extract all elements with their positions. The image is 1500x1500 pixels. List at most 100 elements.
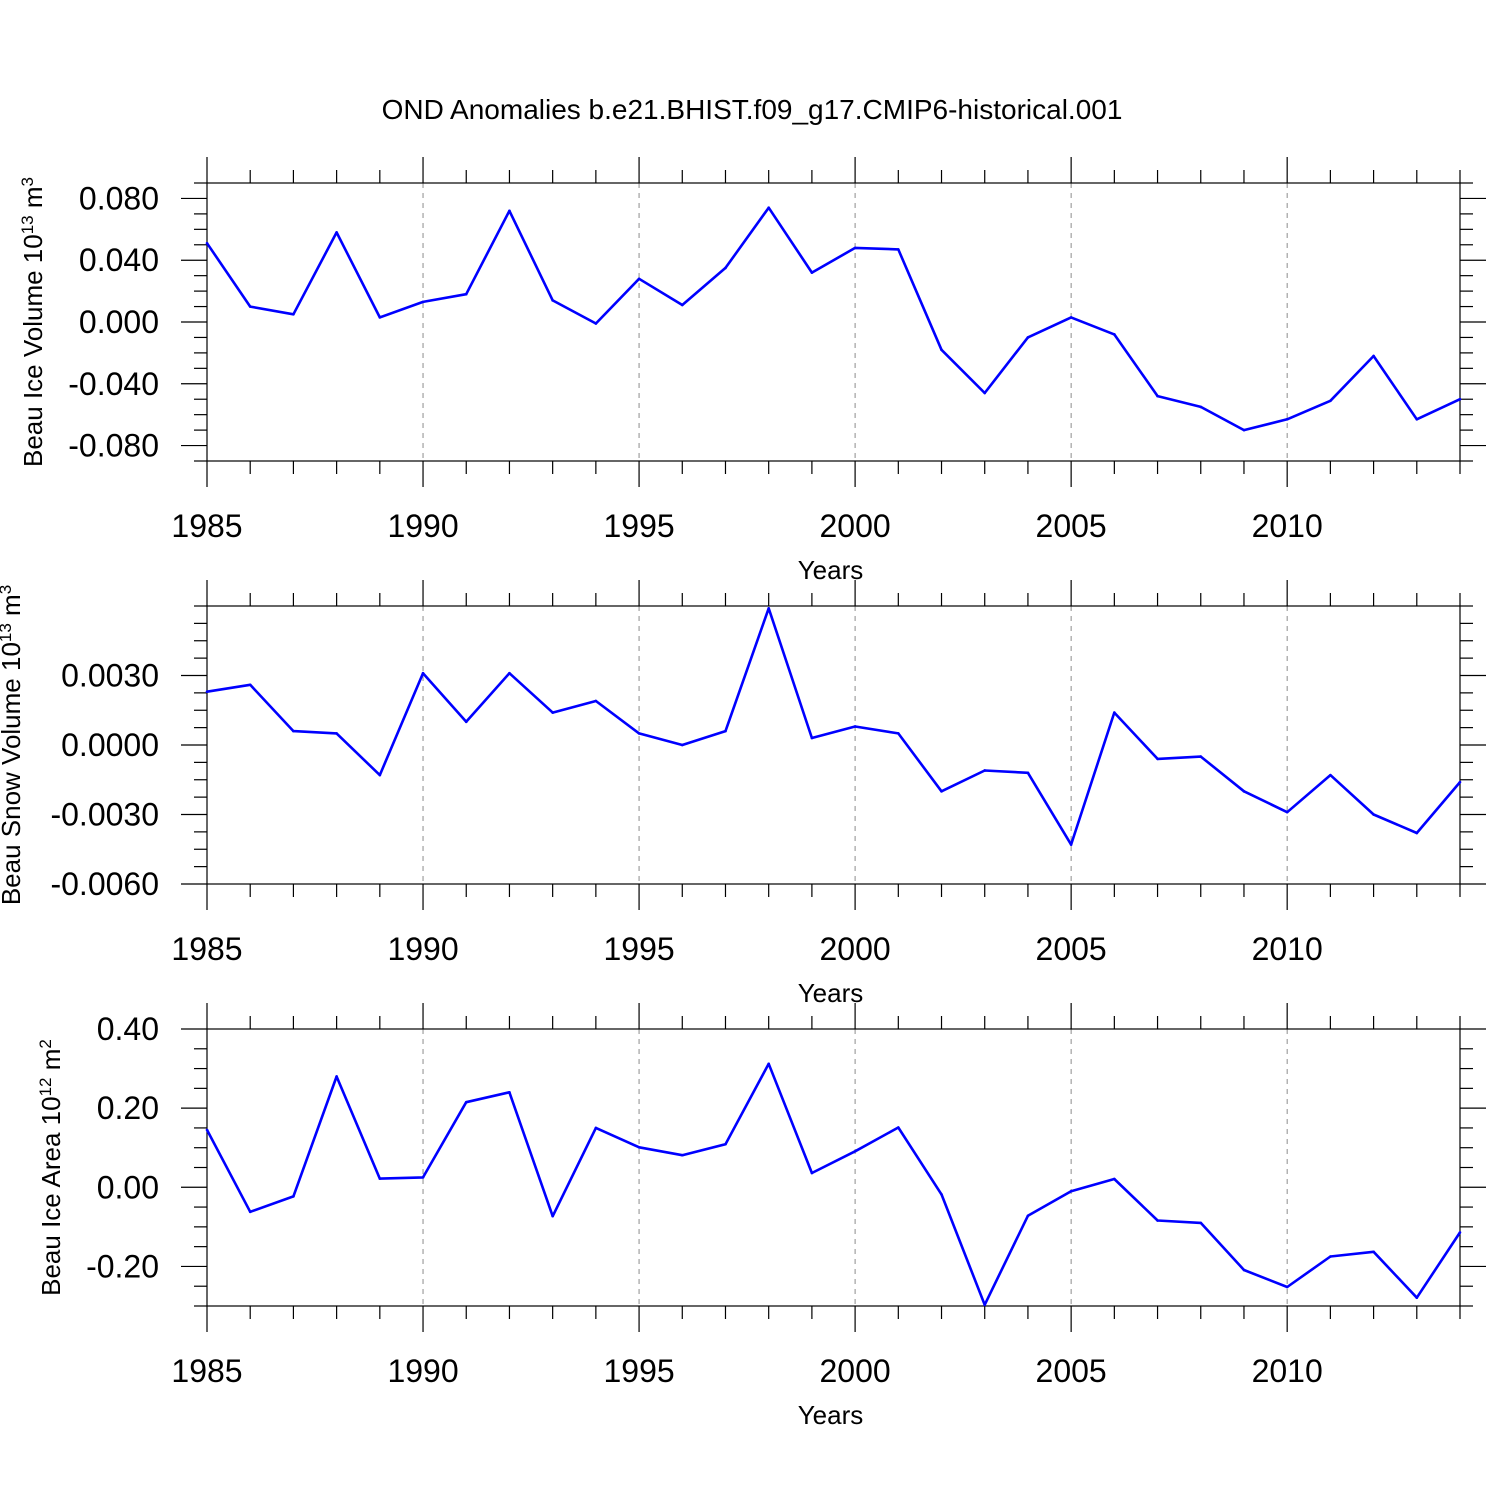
data-point bbox=[853, 246, 857, 250]
plot-frame bbox=[206, 605, 1461, 885]
y-axis-label-superscript: 13 bbox=[0, 623, 15, 642]
data-point bbox=[637, 732, 641, 735]
data-point bbox=[1372, 354, 1375, 358]
data-point bbox=[983, 1303, 987, 1307]
data-point bbox=[421, 671, 425, 675]
data-point bbox=[1329, 399, 1332, 403]
data-point bbox=[1415, 418, 1419, 421]
y-axis-label-part: Beau Ice Volume 10 bbox=[18, 234, 48, 467]
y-axis-label-superscript: 2 bbox=[36, 1039, 55, 1048]
data-point bbox=[940, 1193, 943, 1196]
data-point bbox=[421, 300, 425, 304]
series-line bbox=[206, 606, 1461, 846]
y-axis-label-part: m bbox=[18, 186, 48, 215]
data-point bbox=[421, 1176, 425, 1179]
data-point bbox=[1415, 1296, 1419, 1299]
data-point bbox=[940, 348, 943, 352]
x-axis-label: Years bbox=[798, 555, 864, 585]
data-point bbox=[1156, 757, 1159, 761]
plot-frame bbox=[206, 182, 1461, 462]
data-point bbox=[378, 316, 382, 319]
y-axis-label: Beau Ice Area 1012 m2 bbox=[36, 1039, 67, 1296]
y-tick-label: 0.0000 bbox=[61, 727, 159, 763]
data-point bbox=[205, 241, 209, 245]
data-point bbox=[1113, 333, 1116, 336]
x-tick-label: 2000 bbox=[820, 931, 891, 967]
data-point bbox=[983, 391, 987, 395]
series-line bbox=[205, 1062, 1462, 1307]
data-point bbox=[594, 322, 598, 325]
data-point bbox=[1113, 711, 1116, 714]
data-point bbox=[1113, 1177, 1116, 1181]
data-point bbox=[897, 248, 900, 251]
data-point bbox=[205, 1128, 209, 1132]
data-point bbox=[292, 312, 295, 316]
x-tick-label: 1985 bbox=[171, 1353, 242, 1389]
plot-frame bbox=[206, 1028, 1461, 1307]
x-tick-label: 1995 bbox=[603, 508, 674, 544]
series-line bbox=[205, 206, 1461, 432]
x-tick-label: 1990 bbox=[387, 931, 458, 967]
x-tick-label: 2005 bbox=[1036, 508, 1107, 544]
data-point bbox=[940, 790, 943, 793]
x-tick-label: 2005 bbox=[1036, 931, 1107, 967]
data-point bbox=[1458, 1231, 1462, 1234]
y-axis-label-superscript: 13 bbox=[18, 215, 37, 234]
data-point bbox=[248, 305, 252, 308]
data-point bbox=[335, 732, 338, 735]
data-point bbox=[1026, 1214, 1030, 1218]
data-point bbox=[464, 292, 468, 296]
data-point bbox=[1458, 397, 1462, 401]
x-tick-label: 2010 bbox=[1252, 1353, 1323, 1389]
y-axis-label-superscript: 12 bbox=[36, 1077, 55, 1096]
data-point bbox=[1199, 405, 1203, 409]
data-point bbox=[508, 209, 511, 213]
data-point bbox=[1242, 790, 1246, 793]
data-point bbox=[1285, 810, 1289, 814]
x-tick-label: 1990 bbox=[387, 508, 458, 544]
x-tick-label: 1990 bbox=[387, 1353, 458, 1389]
data-point bbox=[810, 1171, 814, 1175]
data-point bbox=[248, 1210, 252, 1214]
data-point bbox=[205, 690, 209, 694]
data-point bbox=[897, 732, 900, 735]
data-point bbox=[853, 1149, 857, 1153]
data-point bbox=[378, 773, 382, 777]
data-point bbox=[594, 699, 598, 703]
data-point bbox=[680, 743, 684, 747]
y-axis-label-part: m bbox=[36, 1049, 66, 1078]
y-tick-label: -0.080 bbox=[68, 428, 159, 464]
panel-snow-volume: -0.0060 -0.0030 0.0000 0.0030 1985 1990 1995 20… bbox=[0, 580, 1486, 1008]
x-tick-label: 2000 bbox=[820, 1353, 891, 1389]
y-tick-label: -0.040 bbox=[68, 366, 159, 402]
data-point bbox=[897, 1126, 900, 1129]
data-point bbox=[464, 720, 468, 724]
data-point bbox=[292, 729, 295, 733]
data-point bbox=[767, 1062, 770, 1066]
data-point bbox=[1329, 1255, 1332, 1258]
panel-ice-volume: -0.080 -0.040 0.000 0.040 0.080 1985 1990 1995 2… bbox=[18, 157, 1486, 585]
data-point bbox=[594, 1126, 598, 1130]
data-point bbox=[1199, 1221, 1203, 1225]
data-point bbox=[1458, 780, 1462, 784]
x-tick-label: 1985 bbox=[171, 931, 242, 967]
data-point bbox=[680, 1153, 684, 1157]
y-tick-label: -0.0030 bbox=[50, 797, 159, 833]
data-point bbox=[1069, 843, 1073, 846]
data-point bbox=[1069, 1189, 1073, 1193]
x-axis-label: Years bbox=[798, 1400, 864, 1430]
data-point bbox=[810, 271, 814, 274]
data-point bbox=[1329, 773, 1332, 777]
x-tick-label: 2000 bbox=[820, 508, 891, 544]
x-tick-label: 1995 bbox=[603, 1353, 674, 1389]
data-point bbox=[1156, 1219, 1159, 1222]
data-point bbox=[1026, 771, 1030, 775]
y-tick-label: 0.0030 bbox=[61, 658, 159, 694]
data-point bbox=[1069, 316, 1073, 319]
y-tick-label: 0.080 bbox=[79, 180, 159, 216]
y-tick-label: 0.40 bbox=[97, 1011, 159, 1047]
data-point bbox=[810, 736, 814, 740]
data-point bbox=[508, 671, 511, 675]
y-tick-label: 0.000 bbox=[79, 304, 159, 340]
